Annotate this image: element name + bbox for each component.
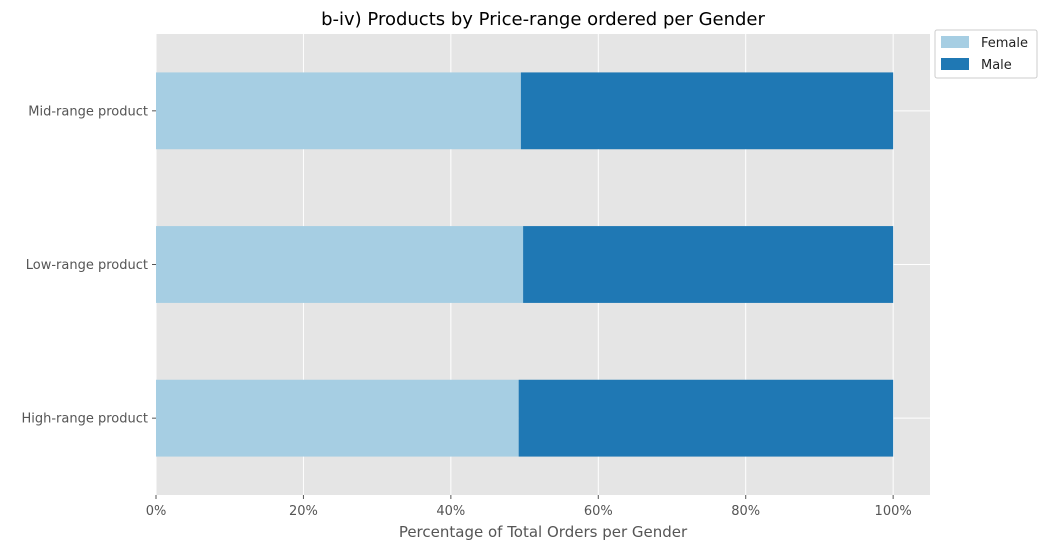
x-tick-label: 0% [146,504,167,519]
bar-male-low-range-product [523,226,894,303]
bar-male-high-range-product [518,379,894,457]
x-axis-label: Percentage of Total Orders per Gender [399,523,688,541]
y-axis-ticks: High-range product Low-range product Mid-r… [21,104,156,427]
chart-title: b-iv) Products by Price-range ordered pe… [321,9,765,30]
x-axis-ticks: 0% 20% 40% 60% 80% 100% [146,495,912,519]
bars [156,72,894,457]
bar-female-low-range-product [156,226,524,303]
x-tick-label: 60% [584,504,613,519]
x-tick-label: 80% [731,504,760,519]
x-tick-label: 40% [436,504,465,519]
legend-label-male: Male [981,58,1012,73]
x-tick-label: 100% [875,504,912,519]
x-tick-label: 20% [289,504,318,519]
legend-label-female: Female [981,36,1028,51]
bar-female-mid-range-product [156,72,521,150]
legend-swatch-female [941,36,969,48]
bar-male-mid-range-product [520,72,894,150]
y-tick-label: Low-range product [26,258,148,273]
y-tick-label: Mid-range product [28,104,148,119]
y-tick-label: High-range product [21,412,148,427]
bar-female-high-range-product [156,379,519,457]
legend-swatch-male [941,58,969,70]
legend: Female Male [934,29,1038,79]
